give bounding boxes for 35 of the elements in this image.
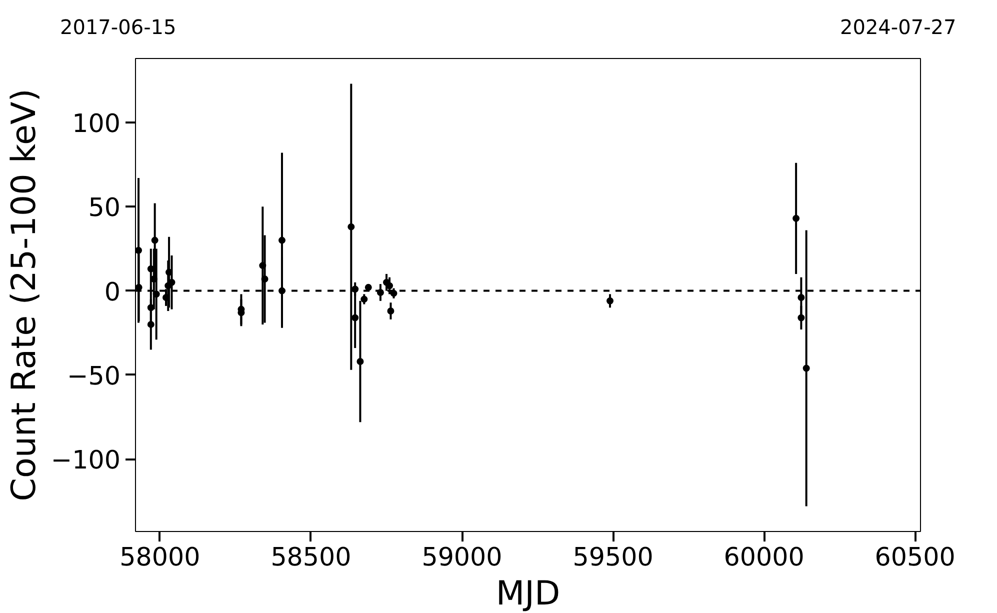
x-tick-label: 59000 [422, 542, 502, 572]
point [348, 223, 355, 230]
point [151, 236, 158, 244]
y-tick-label: −50 [67, 360, 120, 390]
y-tick-label: 100 [72, 108, 120, 138]
point [387, 307, 394, 314]
point [798, 314, 805, 322]
point [136, 284, 142, 291]
point [802, 364, 810, 372]
point [259, 262, 266, 270]
text: 2024-07-27 [840, 14, 956, 41]
x-axis-title: MJD [496, 574, 560, 612]
point [360, 296, 368, 303]
point [261, 276, 268, 283]
text: 2017-06-15 [60, 14, 176, 41]
point [147, 320, 154, 328]
y-tick-label: −100 [50, 444, 121, 475]
y-tick-label: 50 [88, 192, 121, 222]
x-tick-label: 58500 [270, 542, 352, 572]
y-tick-label: 0 [104, 276, 121, 306]
x-tick-label: 59500 [572, 542, 654, 572]
point [364, 284, 372, 291]
x-tick-label: 60000 [724, 542, 804, 572]
point [798, 294, 805, 302]
point [352, 314, 359, 322]
point [356, 358, 364, 365]
point [278, 236, 286, 244]
y-axis-title: Count Rate (25-100 keV) [4, 88, 43, 502]
point [792, 214, 800, 222]
point [147, 304, 154, 312]
x-tick-label: 60500 [874, 542, 956, 572]
point [606, 297, 614, 304]
point [152, 290, 160, 298]
x-tick-label: 58000 [120, 542, 200, 572]
point [136, 246, 142, 254]
